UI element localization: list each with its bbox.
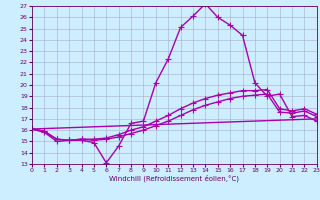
- X-axis label: Windchill (Refroidissement éolien,°C): Windchill (Refroidissement éolien,°C): [109, 175, 239, 182]
